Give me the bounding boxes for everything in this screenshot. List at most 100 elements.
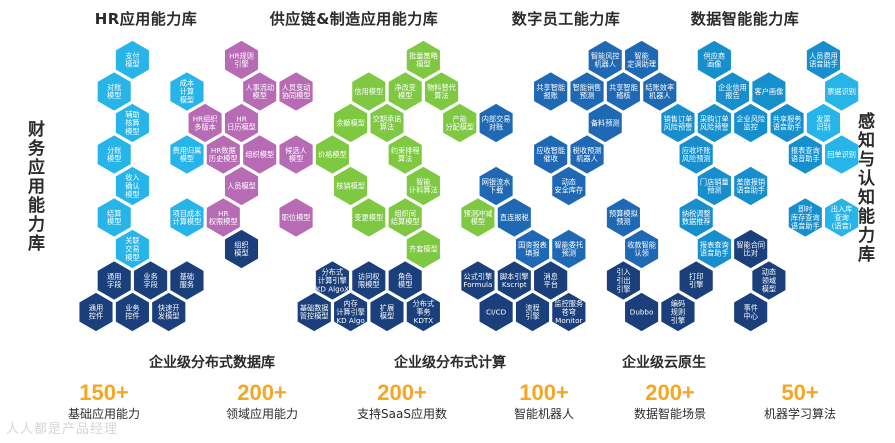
hexagon-label: 分账: [107, 146, 121, 155]
hexagon-shape: [623, 291, 660, 333]
hexagon-label: 模型: [107, 91, 121, 100]
hexagon-shape: [405, 39, 442, 81]
hexagon-shape: [405, 291, 442, 333]
hexagon-shape: [696, 39, 733, 81]
hexagon-label: 智能合同: [736, 240, 765, 249]
hexagon-label: 计算: [180, 87, 194, 96]
hexagon-label: 出入库: [831, 205, 853, 214]
hexagon-label: 消息: [544, 272, 558, 281]
hexagon-label: 权限模型: [209, 217, 238, 226]
hexagon-label: 语音助手: [809, 60, 838, 69]
hexagon-shape: [550, 291, 587, 333]
hexagon-label: 分配模型: [445, 123, 474, 132]
hexagon-shape: [132, 259, 169, 302]
hexagon-label: 风险预警: [664, 123, 693, 132]
hexagon-shape: [696, 228, 733, 270]
hexagon-label: 语音助手: [773, 123, 802, 132]
hexagon-label: 限模型: [358, 280, 380, 289]
hexagon-supply: 变更模型: [350, 196, 387, 239]
hexagon-label: 共享智能: [536, 83, 565, 92]
bottom-title-cloud: 企业级云原生: [622, 355, 706, 371]
hexagon-digital: 备料预测: [587, 102, 624, 144]
hexagon-label: 催收: [544, 154, 558, 163]
hexagon-shape: [732, 102, 769, 144]
hexagon-shape: [350, 259, 387, 302]
watermark-logo: 人人都是产品经理: [6, 422, 119, 437]
hexagon-shape: [368, 291, 406, 333]
hexagon-label: 模型: [107, 154, 121, 163]
hexagon-label: 模型: [180, 154, 194, 163]
hexagon-label: KDTX: [414, 316, 434, 325]
hexagon-label: 分布式: [413, 299, 435, 308]
hexagon-label: 控件: [89, 312, 103, 321]
hexagon-label: 组织间: [394, 209, 416, 218]
hexagon-label: 智能风控: [591, 51, 620, 60]
hexagon-label: 规则: [671, 308, 685, 317]
hexagon-label: 变更模型: [354, 213, 383, 222]
hexagon-shape: [787, 133, 824, 176]
hexagon-label: 模型: [289, 154, 303, 163]
hexagon-label: 查询: [834, 213, 848, 222]
hexagon-label: 打印: [689, 272, 703, 281]
stat-label: 机器学习算法: [763, 407, 836, 421]
category-title-supply-chain: 供应链&制造应用能力库: [269, 10, 439, 28]
hexagon-label: 辅助: [125, 110, 139, 119]
hexagon-label: 字段: [107, 280, 121, 289]
hexagon-label: 机器人: [649, 91, 671, 100]
hexagon-label: 结账效率: [645, 83, 674, 92]
hexagon-label: 通用: [89, 303, 103, 312]
hexagon-label: 业务: [143, 272, 157, 281]
hexagon-label: 快速开: [158, 303, 180, 312]
hexagon-shape: [241, 133, 278, 176]
hexagon-label: 协同模型: [282, 91, 311, 100]
hexagon-label: CI/CD: [486, 308, 507, 317]
hexagon-label: 字段: [143, 280, 157, 289]
hexagon-perception: 票据识别: [823, 70, 860, 113]
hexagon-label: 事务: [416, 308, 430, 317]
hexagon-shape: [696, 165, 733, 207]
hexagon-label: 职位模型: [282, 213, 311, 222]
hexagon-shape: [568, 70, 606, 113]
hexagon-label: 预测: [707, 186, 721, 195]
hexagon-label: 动态: [562, 177, 576, 186]
hexagon-label: 信用模型: [354, 87, 383, 96]
hexagon-label: 引出: [616, 276, 630, 285]
hexagon-shape: [514, 228, 551, 270]
stat-label: 基础应用能力: [67, 407, 140, 421]
hexagon-shape: [423, 70, 460, 113]
hexagon-label: 历史模型: [209, 154, 238, 163]
hexagon-label: HR数据: [211, 146, 236, 155]
hexagon-label: 分布式: [322, 268, 344, 277]
hexagon-shape: [96, 70, 133, 113]
hexagon-shape: [769, 102, 806, 144]
hexagon-shape: [387, 196, 424, 239]
hexagon-label: 税收预测: [573, 146, 602, 155]
hexagon-shape: [114, 39, 151, 81]
hexagon-shape: [114, 228, 151, 270]
hexagon-finance: 结算模型: [96, 196, 133, 239]
hexagon-shape: [532, 259, 569, 302]
stat-robots: 100+ 智能机器人: [469, 380, 619, 422]
hexagon-label: 结算: [107, 209, 121, 218]
hexagon-shape: [168, 70, 206, 113]
hexagon-label: 模型: [107, 217, 121, 226]
hexagon-label: 脚本引擎: [500, 272, 529, 281]
hexagon-shape: [478, 165, 515, 207]
hexagon-shape: [205, 133, 242, 176]
hexagon-label: 访问权: [358, 272, 380, 281]
hexagon-label: 领域: [762, 276, 776, 285]
